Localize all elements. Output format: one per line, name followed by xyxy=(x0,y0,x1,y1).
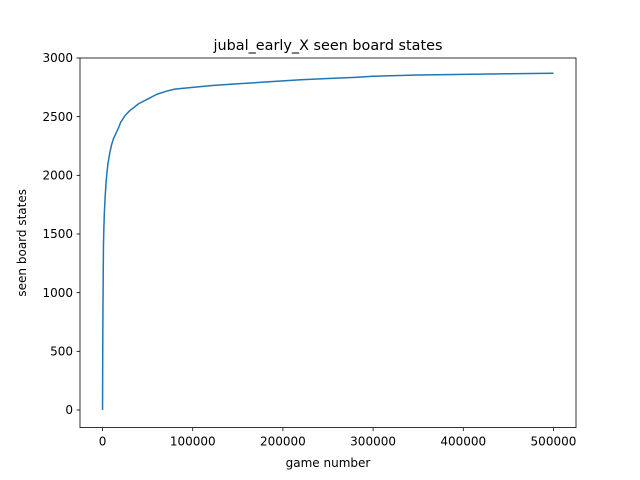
plot-frame xyxy=(79,57,577,429)
y-tick-label: 500 xyxy=(50,345,73,359)
y-tick-label: 1500 xyxy=(42,227,73,241)
x-tick-label: 300000 xyxy=(350,435,396,449)
y-tick-label: 3000 xyxy=(42,51,73,65)
y-tick-label: 1000 xyxy=(42,286,73,300)
y-tick-label: 0 xyxy=(65,403,73,417)
x-tick-label: 400000 xyxy=(440,435,486,449)
x-tick-label: 0 xyxy=(99,435,107,449)
x-tick-label: 200000 xyxy=(260,435,306,449)
x-tick-label: 100000 xyxy=(170,435,216,449)
y-tick-label: 2000 xyxy=(42,169,73,183)
x-axis: 0 100000 200000 300000 400000 500000 xyxy=(99,427,577,449)
y-axis-label: seen board states xyxy=(15,189,29,297)
y-axis: 0 500 1000 1500 2000 2500 3000 xyxy=(42,51,80,417)
chart-title: jubal_early_X seen board states xyxy=(213,38,443,54)
y-tick-label: 2500 xyxy=(42,110,73,124)
series-line xyxy=(101,72,554,411)
x-axis-label: game number xyxy=(286,456,371,470)
x-tick-label: 500000 xyxy=(531,435,577,449)
series-layer xyxy=(101,72,554,411)
